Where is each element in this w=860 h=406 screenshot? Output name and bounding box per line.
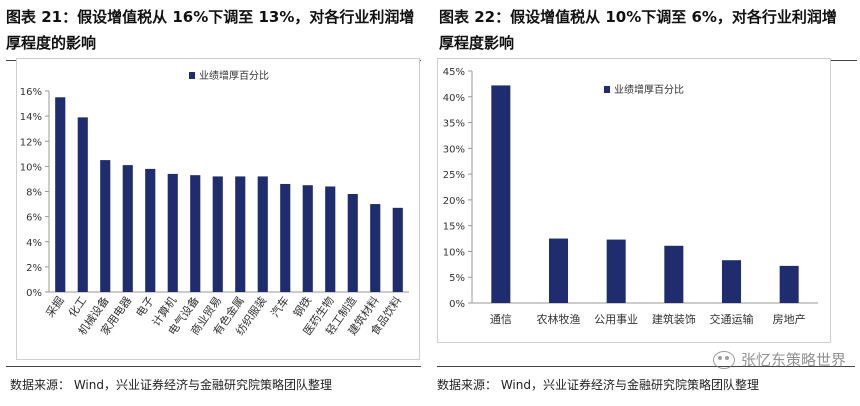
y-tick-label: 35% <box>443 119 465 130</box>
legend-swatch <box>604 86 610 93</box>
bar <box>212 176 223 292</box>
y-tick-label: 40% <box>443 93 465 104</box>
y-tick-label: 12% <box>20 137 42 148</box>
legend-label: 业绩增厚百分比 <box>199 69 269 82</box>
bar <box>347 194 358 292</box>
bar <box>257 176 268 292</box>
bar <box>55 97 66 292</box>
x-tick-label: 汽车 <box>268 294 292 320</box>
x-tick-label: 农林牧渔 <box>537 312 581 326</box>
y-tick-label: 20% <box>443 196 465 207</box>
legend-swatch <box>189 72 195 79</box>
right-bar-chart: 0% 5% 10% 15% 20% 25% 30% 35% 40% 45% 通信 农林牧渔 公用事业 建筑… <box>443 67 818 326</box>
left-chart-title: 图表 21：假设增值税从 16%下调至 13%，对各行业利润增厚程度的影响 <box>6 8 415 52</box>
bar <box>548 238 569 303</box>
x-tick-label: 建筑装饰 <box>652 312 696 326</box>
y-tick-label: 4% <box>26 238 42 249</box>
left-chart-frame: 0% 2% 4% 6% 8% 10% 12% 14% 16% 采掘 化工 机械设备 家用电器 电子 计算机电… <box>16 58 420 360</box>
y-tick-label: 15% <box>443 222 465 233</box>
y-tick-label: 0% <box>26 288 42 299</box>
watermark-text: 张忆东策略世界 <box>740 351 846 369</box>
y-tick-label: 2% <box>26 263 42 274</box>
bar <box>491 85 511 304</box>
y-tick-label: 25% <box>443 170 465 181</box>
legend-label: 业绩增厚百分比 <box>614 83 684 96</box>
bar <box>392 207 403 292</box>
y-tick-label: 45% <box>443 67 465 78</box>
y-tick-label: 0% <box>449 299 465 310</box>
bar <box>280 183 291 292</box>
y-tick-label: 30% <box>443 144 465 155</box>
right-footer-rule <box>437 366 855 367</box>
bar <box>664 245 684 303</box>
x-tick-label: 房地产 <box>773 312 806 326</box>
bar <box>100 160 111 292</box>
x-tick-label: 通信 <box>490 313 512 326</box>
bar <box>145 168 156 292</box>
right-chart-frame: 0% 5% 10% 15% 20% 25% 30% 35% 40% 45% 通信 农林牧渔 公用事业 建筑… <box>437 58 831 343</box>
x-tick-label: 公用事业 <box>594 313 638 326</box>
bar <box>370 204 381 292</box>
bar <box>325 186 336 292</box>
x-tick-label: 采掘 <box>43 294 67 320</box>
bar <box>77 117 88 292</box>
y-tick-label: 8% <box>26 188 42 199</box>
bar <box>167 173 178 292</box>
bar <box>190 175 201 292</box>
bar <box>122 165 133 292</box>
y-tick-label: 16% <box>20 87 42 98</box>
bar <box>721 260 742 303</box>
y-tick-label: 5% <box>449 273 465 284</box>
watermark: 张忆东策略世界 <box>712 349 846 370</box>
y-tick-label: 10% <box>20 162 42 173</box>
left-footer-rule <box>6 366 421 367</box>
y-tick-label: 14% <box>20 112 42 123</box>
wechat-icon <box>712 350 735 369</box>
right-chart-title: 图表 22：假设增值税从 10%下调至 6%，对各行业利润增厚程度影响 <box>439 8 837 52</box>
y-tick-label: 10% <box>443 247 465 258</box>
bar <box>606 239 626 303</box>
bar <box>779 265 799 303</box>
bar <box>235 176 246 292</box>
y-tick-label: 6% <box>26 213 42 224</box>
x-tick-label: 交通运输 <box>710 312 754 326</box>
bar <box>302 185 313 292</box>
right-source-note: 数据来源： Wind，兴业证券经济与金融研究院策略团队整理 <box>437 378 759 392</box>
left-source-note: 数据来源： Wind，兴业证券经济与金融研究院策略团队整理 <box>10 378 332 392</box>
